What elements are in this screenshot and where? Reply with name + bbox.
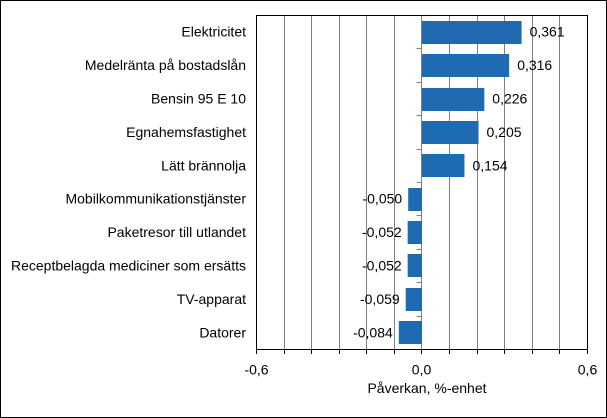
svg-text:Medelränta på bostadslån: Medelränta på bostadslån: [85, 57, 246, 73]
svg-text:Lätt brännolja: Lätt brännolja: [161, 157, 246, 173]
svg-text:0,0: 0,0: [412, 362, 432, 378]
svg-text:0,205: 0,205: [487, 124, 522, 140]
svg-text:Receptbelagda mediciner som er: Receptbelagda mediciner som ersätts: [11, 258, 246, 274]
svg-text:-0,6: -0,6: [244, 362, 268, 378]
svg-text:Påverkan, %-enhet: Påverkan, %-enhet: [367, 380, 486, 396]
svg-text:Paketresor till utlandet: Paketresor till utlandet: [107, 224, 246, 240]
svg-text:Datorer: Datorer: [199, 324, 246, 340]
svg-text:-0,052: -0,052: [362, 258, 402, 274]
svg-text:-0,059: -0,059: [360, 291, 400, 307]
svg-text:Bensin 95 E 10: Bensin 95 E 10: [151, 91, 246, 107]
svg-text:Elektricitet: Elektricitet: [181, 24, 246, 40]
svg-text:0,6: 0,6: [578, 362, 598, 378]
svg-text:0,226: 0,226: [492, 91, 527, 107]
svg-text:-0,052: -0,052: [362, 224, 402, 240]
svg-text:Egnahemsfastighet: Egnahemsfastighet: [126, 124, 246, 140]
svg-text:TV-apparat: TV-apparat: [177, 291, 246, 307]
svg-text:-0,084: -0,084: [353, 324, 393, 340]
svg-text:-0,050: -0,050: [362, 191, 402, 207]
svg-text:Mobilkommunikationstjänster: Mobilkommunikationstjänster: [65, 191, 246, 207]
svg-text:0,316: 0,316: [517, 57, 552, 73]
svg-text:0,361: 0,361: [530, 24, 565, 40]
svg-text:0,154: 0,154: [473, 157, 508, 173]
